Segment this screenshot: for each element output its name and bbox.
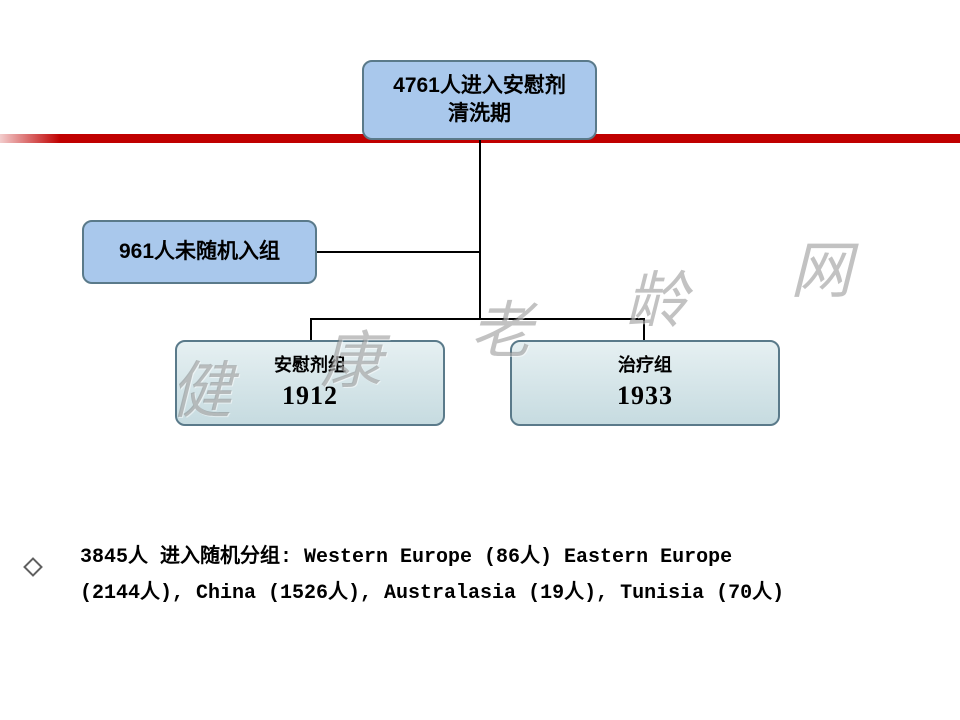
watermark-char-3: 龄: [625, 250, 687, 340]
connector-right-drop: [643, 318, 645, 340]
treatment-label: 治疗组: [618, 353, 672, 377]
node-washout-line2: 清洗期: [448, 100, 511, 128]
node-washout-line1: 4761人进入安慰剂: [393, 72, 566, 100]
connector-left-drop: [310, 318, 312, 340]
accent-bar-fade: [0, 134, 60, 143]
node-placebo-group: 安慰剂组 1912: [175, 340, 445, 426]
placebo-label: 安慰剂组: [274, 353, 346, 377]
watermark-char-4: 网: [790, 220, 852, 310]
connector-vertical-main: [479, 140, 481, 320]
footer-summary: 3845人 进入随机分组: Western Europe (86人) Easte…: [80, 540, 880, 612]
node-washout: 4761人进入安慰剂 清洗期: [362, 60, 597, 140]
slide-bullet-icon: [23, 557, 43, 577]
node-not-randomized: 961人未随机入组: [82, 220, 317, 284]
node-not-randomized-text: 961人未随机入组: [119, 238, 280, 266]
footer-line1: 3845人 进入随机分组: Western Europe (86人) Easte…: [80, 540, 880, 576]
footer-line2: (2144人), China (1526人), Australasia (19人…: [80, 576, 880, 612]
node-treatment-group: 治疗组 1933: [510, 340, 780, 426]
treatment-value: 1933: [617, 378, 673, 413]
connector-split-horizontal: [310, 318, 645, 320]
connector-to-side: [317, 251, 480, 253]
placebo-value: 1912: [282, 378, 338, 413]
